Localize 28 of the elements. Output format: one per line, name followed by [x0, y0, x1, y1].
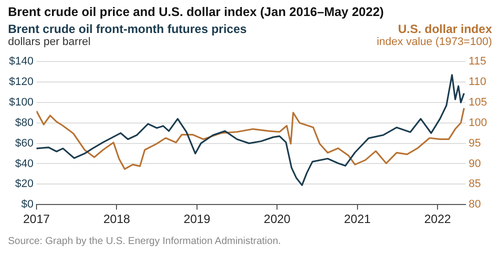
y-axis-title: dollars per barrel — [8, 36, 92, 48]
y2-tick-label: 115 — [468, 56, 486, 68]
x-tick-label: 2019 — [184, 212, 211, 226]
chart-title: Brent crude oil price and U.S. dollar index (Jan 2016–May 2022) — [8, 5, 384, 19]
y-tick-label: $80 — [15, 116, 34, 129]
y2-tick-label: 100 — [468, 116, 488, 129]
y-tick-label: $20 — [15, 178, 34, 190]
y-tick-label: $100 — [8, 96, 34, 108]
y2-axis-title: index value (1973=100) — [376, 36, 492, 48]
y-tick-label: $120 — [8, 76, 34, 88]
y-tick-label: $40 — [15, 158, 34, 170]
text: Brent crude oil front-month futures prices — [8, 22, 247, 36]
x-tick-label: 2022 — [424, 212, 452, 226]
y2-tick-label: 85 — [468, 178, 481, 190]
y-tick-label: $60 — [15, 137, 34, 150]
y2-tick-label: 95 — [468, 137, 481, 150]
text: U.S. dollar index — [396, 22, 492, 36]
x-tick-label: 2020 — [264, 212, 291, 226]
y-tick-label: $140 — [8, 56, 34, 68]
y2-tick-label: 110 — [468, 76, 486, 88]
y2-tick-label: 80 — [468, 198, 481, 211]
x-tick-label: 2021 — [344, 212, 372, 226]
y2-tick-label: 105 — [468, 96, 488, 108]
x-tick-label: 2017 — [23, 212, 50, 226]
y2-tick-label: 90 — [468, 158, 481, 170]
x-tick-label: 2018 — [103, 212, 130, 226]
y-tick-label: $0 — [21, 198, 34, 211]
source-note: Source: Graph by the U.S. Energy Information Administration. — [8, 236, 282, 247]
